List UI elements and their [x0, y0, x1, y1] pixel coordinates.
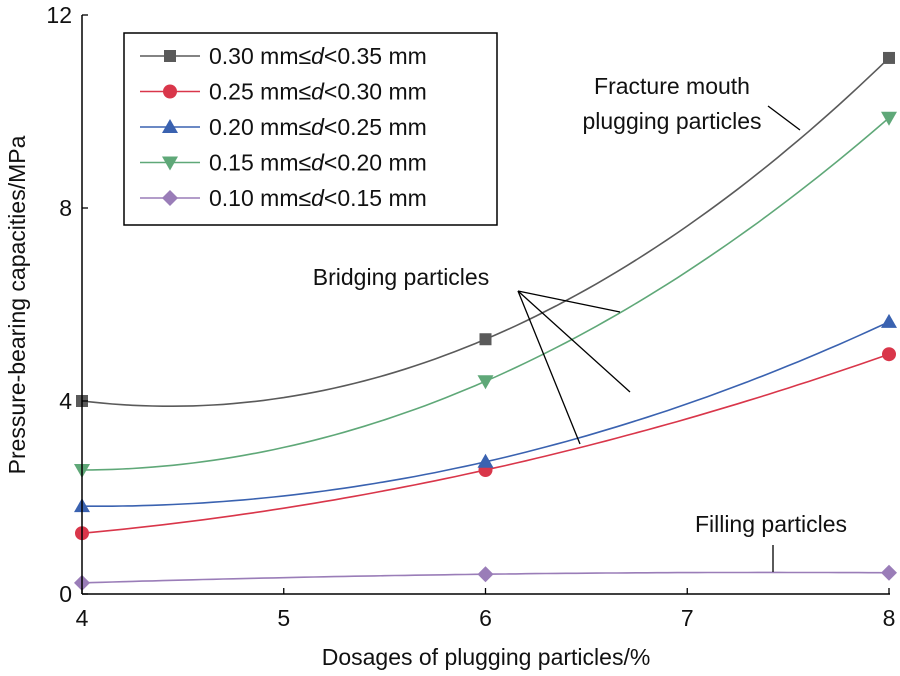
- x-tick-label: 4: [76, 605, 89, 631]
- leader-line: [767, 105, 801, 131]
- legend-marker: [162, 156, 178, 171]
- series-1: [75, 347, 896, 541]
- y-tick-label: 8: [59, 195, 72, 221]
- legend: 0.30 mm≤d<0.35 mm 0.25 mm≤d<0.30 mm 0.20 m…: [123, 32, 498, 226]
- annotation-text: Filling particles: [695, 511, 847, 537]
- annotation-text: Fracture mouth: [594, 73, 750, 99]
- data-point: [477, 566, 494, 583]
- legend-box: [123, 32, 498, 226]
- series-curves: [74, 51, 897, 591]
- legend-marker: [164, 50, 176, 62]
- legend-label: 0.20 mm≤d<0.25 mm: [209, 114, 427, 140]
- legend-marker: [163, 84, 177, 99]
- data-point: [881, 111, 897, 126]
- data-point: [883, 51, 895, 64]
- data-point: [882, 347, 896, 362]
- legend-marker: [162, 190, 178, 206]
- x-tick-label: 6: [479, 605, 492, 631]
- legend-item: 0.10 mm≤d<0.15 mm: [140, 185, 427, 211]
- legend-label: 0.30 mm≤d<0.35 mm: [209, 43, 427, 69]
- legend-item: 0.30 mm≤d<0.35 mm: [140, 43, 427, 69]
- annotation-bridging: Bridging particles: [313, 264, 631, 445]
- x-tick-label: 7: [681, 605, 694, 631]
- data-point: [881, 564, 897, 581]
- y-tick-label: 0: [59, 581, 72, 607]
- legend-label: 0.10 mm≤d<0.15 mm: [209, 185, 427, 211]
- annotation-text: Bridging particles: [313, 264, 489, 290]
- legend-marker: [162, 119, 178, 133]
- series-line: [82, 321, 890, 508]
- leader-line: [517, 290, 621, 313]
- legend-item: 0.20 mm≤d<0.25 mm: [140, 114, 427, 140]
- y-tick-label: 4: [59, 388, 72, 414]
- series-4: [74, 564, 897, 591]
- y-tick-label: 12: [46, 2, 72, 28]
- data-point: [881, 313, 897, 328]
- series-3: [74, 111, 897, 478]
- y-axis-label: Pressure-bearing capacities/MPa: [4, 135, 30, 474]
- legend-item: 0.25 mm≤d<0.30 mm: [140, 79, 427, 105]
- x-tick-label: 8: [883, 605, 896, 631]
- x-tick-label: 5: [277, 605, 290, 631]
- annotation-filling: Filling particles: [695, 511, 847, 572]
- leader-line: [517, 290, 631, 393]
- data-point: [477, 453, 494, 468]
- legend-item: 0.15 mm≤d<0.20 mm: [140, 150, 427, 176]
- leader-line: [517, 290, 581, 445]
- data-point: [477, 375, 494, 390]
- x-axis-label: Dosages of plugging particles/%: [322, 644, 651, 670]
- legend-label: 0.15 mm≤d<0.20 mm: [209, 150, 427, 176]
- annotation-fracture-mouth: Fracture mouth plugging particles: [582, 73, 801, 134]
- data-point: [479, 333, 492, 346]
- annotation-text: plugging particles: [582, 108, 761, 134]
- legend-label: 0.25 mm≤d<0.30 mm: [209, 79, 427, 105]
